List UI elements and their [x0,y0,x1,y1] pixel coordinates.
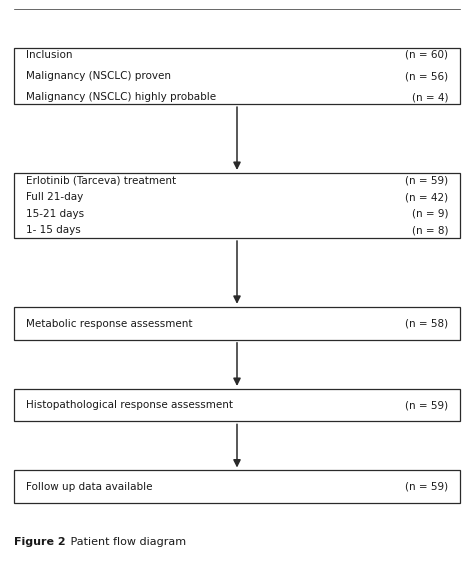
Text: Histopathological response assessment: Histopathological response assessment [26,400,233,410]
Text: Metabolic response assessment: Metabolic response assessment [26,319,192,328]
Text: (n = 56): (n = 56) [405,71,448,81]
Bar [14,307,460,340]
Text: Malignancy (NSCLC) highly probable: Malignancy (NSCLC) highly probable [26,92,216,102]
Text: (n = 4): (n = 4) [412,92,448,102]
Text: 1- 15 days: 1- 15 days [26,225,81,235]
Text: (n = 59): (n = 59) [405,400,448,410]
Text: Malignancy (NSCLC) proven: Malignancy (NSCLC) proven [26,71,171,81]
Bar [14,389,460,421]
Text: (n = 60): (n = 60) [405,50,448,60]
Bar [14,470,460,503]
Text: Inclusion: Inclusion [26,50,72,60]
Bar [14,173,460,238]
Text: (n = 58): (n = 58) [405,319,448,328]
Bar [14,48,460,104]
Text: Full 21-day: Full 21-day [26,192,83,202]
Text: 15-21 days: 15-21 days [26,208,84,219]
Text: (n = 9): (n = 9) [412,208,448,219]
Text: Figure 2: Figure 2 [14,537,66,548]
Text: (n = 59): (n = 59) [405,176,448,186]
Text: (n = 8): (n = 8) [412,225,448,235]
Text: Patient flow diagram: Patient flow diagram [67,537,187,548]
Text: Follow up data available: Follow up data available [26,482,152,492]
Text: Erlotinib (Tarceva) treatment: Erlotinib (Tarceva) treatment [26,176,176,186]
Text: (n = 59): (n = 59) [405,482,448,492]
Text: (n = 42): (n = 42) [405,192,448,202]
